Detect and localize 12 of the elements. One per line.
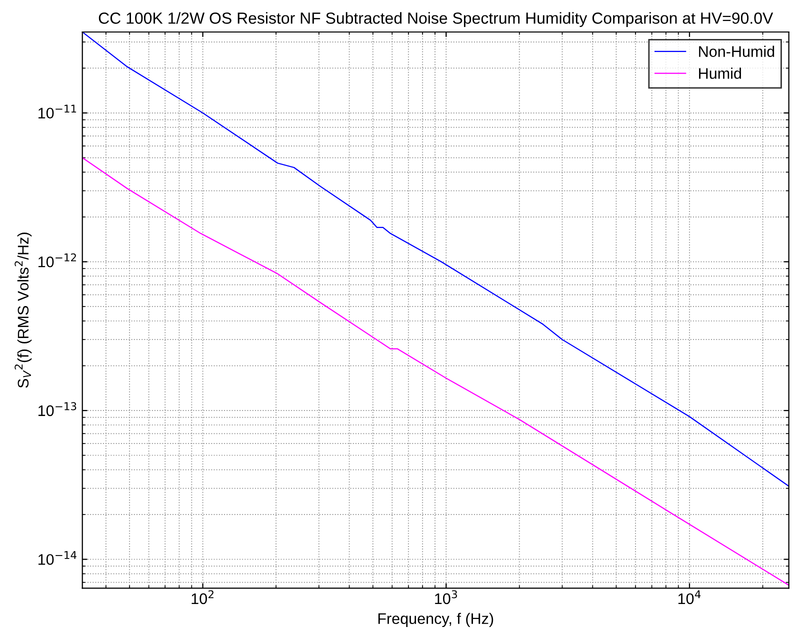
y-axis-title: S$_{V}$$^{2}$(f) (RMS Volts$^{2}$/Hz) [14, 232, 32, 388]
x-tick-label: 10$^{4}$ [678, 590, 701, 604]
x-axis-title: Frequency, f (Hz) [378, 612, 494, 628]
y-tick-label: 10$^{−12}$ [38, 253, 76, 268]
legend-label: Humid [699, 68, 741, 79]
x-tick-label: 10$^{2}$ [192, 590, 214, 604]
x-tick-label: 10$^{3}$ [435, 590, 458, 604]
y-tick-label: 10$^{−11}$ [38, 104, 76, 119]
legend-label: Non-Humid [699, 46, 774, 57]
chart-title: CC 100K 1/2W OS Resistor NF Subtracted Noise Spectrum Humidity Comparison at HV=90.0V [98, 12, 774, 27]
y-tick-label: 10$^{−14}$ [38, 551, 76, 565]
y-tick-label: 10$^{−13}$ [38, 402, 76, 416]
